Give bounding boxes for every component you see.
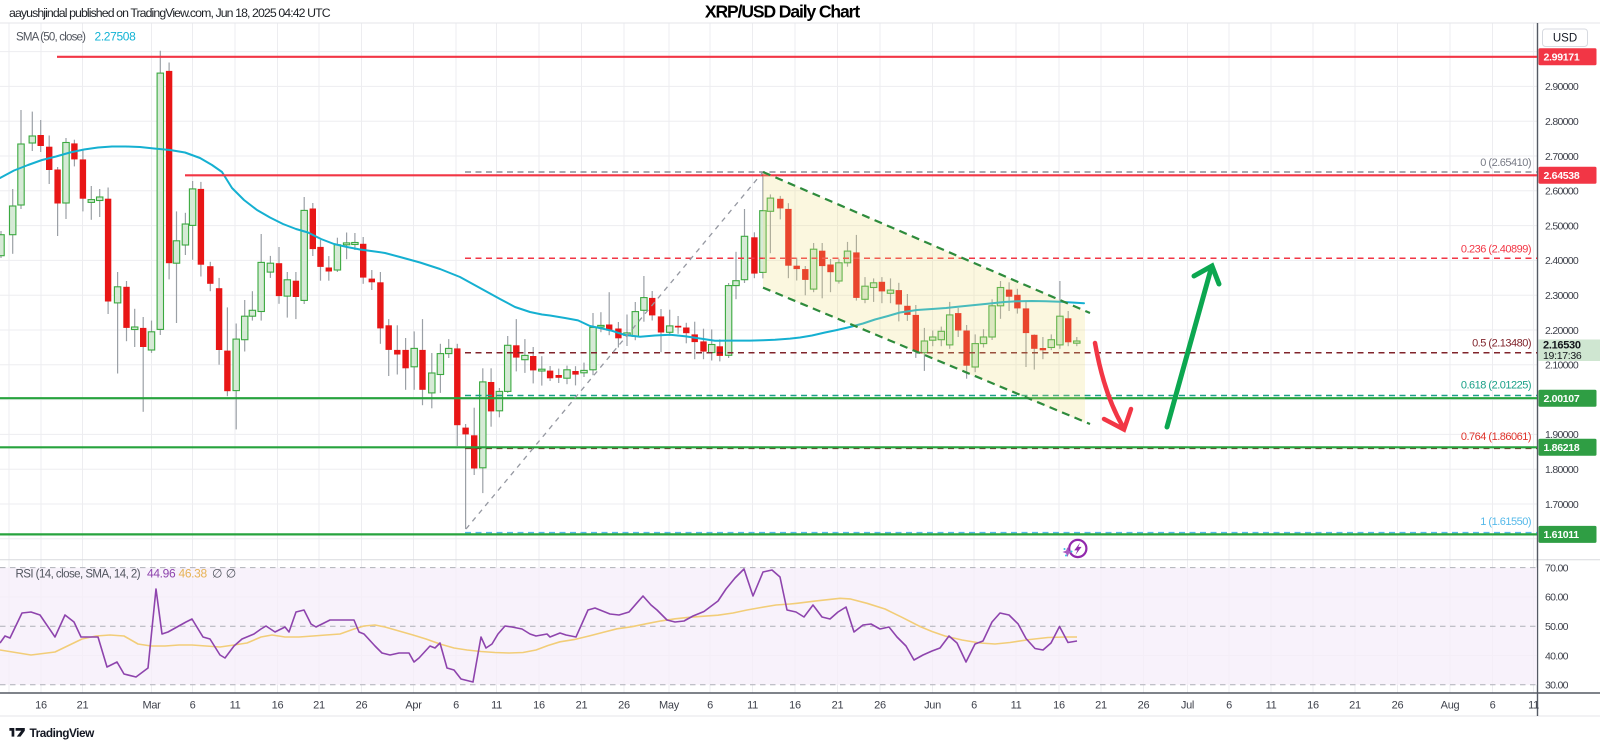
svg-text:1.86218: 1.86218 — [1544, 442, 1580, 454]
svg-text:26: 26 — [618, 700, 630, 712]
svg-text:19:17:36: 19:17:36 — [1543, 350, 1582, 362]
svg-text:TradingView: TradingView — [30, 726, 96, 740]
svg-text:26: 26 — [1392, 700, 1404, 712]
svg-text:0.236 (2.40899): 0.236 (2.40899) — [1461, 244, 1531, 256]
svg-text:0 (2.65410): 0 (2.65410) — [1480, 157, 1531, 169]
svg-text:6: 6 — [971, 700, 977, 712]
svg-text:1 (1.61550): 1 (1.61550) — [1480, 516, 1531, 528]
svg-text:2.60000: 2.60000 — [1545, 186, 1579, 198]
svg-text:SMA (50, close): SMA (50, close) — [16, 32, 86, 44]
svg-text:16: 16 — [1053, 700, 1065, 712]
svg-text:11: 11 — [491, 700, 502, 712]
svg-text:21: 21 — [77, 700, 89, 712]
svg-text:21: 21 — [576, 700, 588, 712]
svg-text:0.764 (1.86061): 0.764 (1.86061) — [1461, 431, 1531, 443]
svg-text:2.20000: 2.20000 — [1545, 325, 1579, 337]
svg-text:50.00: 50.00 — [1545, 621, 1569, 633]
svg-text:2.40000: 2.40000 — [1545, 255, 1579, 267]
svg-text:2.80000: 2.80000 — [1545, 116, 1579, 128]
svg-text:46.38: 46.38 — [179, 567, 208, 581]
svg-text:1.61011: 1.61011 — [1544, 529, 1580, 541]
svg-text:0.5 (2.13480): 0.5 (2.13480) — [1472, 337, 1531, 349]
svg-text:1.80000: 1.80000 — [1545, 464, 1579, 476]
svg-text:11: 11 — [747, 700, 758, 712]
svg-text:26: 26 — [356, 700, 368, 712]
svg-text:Jul: Jul — [1181, 700, 1194, 712]
svg-text:2.70000: 2.70000 — [1545, 151, 1579, 163]
svg-text:USD: USD — [1553, 33, 1577, 45]
svg-text:2.64538: 2.64538 — [1544, 170, 1580, 182]
svg-text:2.50000: 2.50000 — [1545, 220, 1579, 232]
svg-text:aayushjindal published on Trad: aayushjindal published on TradingView.co… — [9, 6, 331, 20]
svg-text:Jun: Jun — [924, 700, 941, 712]
svg-text:6: 6 — [1226, 700, 1232, 712]
svg-text:21: 21 — [313, 700, 325, 712]
svg-text:30.00: 30.00 — [1545, 680, 1569, 692]
svg-text:0.618 (2.01225): 0.618 (2.01225) — [1461, 380, 1531, 392]
svg-text:11: 11 — [1266, 700, 1277, 712]
svg-text:2.30000: 2.30000 — [1545, 290, 1579, 302]
svg-text:Mar: Mar — [142, 700, 161, 712]
svg-text:6: 6 — [453, 700, 459, 712]
svg-text:21: 21 — [1349, 700, 1361, 712]
svg-text:May: May — [659, 700, 680, 712]
svg-text:11: 11 — [1011, 700, 1022, 712]
svg-text:60.00: 60.00 — [1545, 592, 1569, 604]
svg-text:Apr: Apr — [405, 700, 422, 712]
svg-text:2.99171: 2.99171 — [1544, 52, 1580, 64]
svg-text:21: 21 — [1095, 700, 1107, 712]
svg-text:44.96: 44.96 — [147, 567, 176, 581]
svg-text:21: 21 — [832, 700, 844, 712]
svg-text:2.10000: 2.10000 — [1545, 360, 1579, 372]
svg-text:26: 26 — [1138, 700, 1150, 712]
svg-text:XRP/USD Daily Chart: XRP/USD Daily Chart — [705, 2, 860, 22]
svg-text:70.00: 70.00 — [1545, 562, 1569, 574]
svg-text:16: 16 — [272, 700, 284, 712]
svg-text:6: 6 — [190, 700, 196, 712]
svg-text:40.00: 40.00 — [1545, 650, 1569, 662]
svg-text:16: 16 — [789, 700, 801, 712]
svg-text:11: 11 — [1528, 700, 1539, 712]
svg-text:Aug: Aug — [1441, 700, 1460, 712]
svg-text:6: 6 — [1490, 700, 1496, 712]
svg-text:2.00107: 2.00107 — [1544, 393, 1580, 405]
svg-text:6: 6 — [707, 700, 713, 712]
svg-text:RSI (14, close, SMA, 14, 2): RSI (14, close, SMA, 14, 2) — [16, 569, 141, 581]
svg-text:16: 16 — [1307, 700, 1319, 712]
svg-text:16: 16 — [533, 700, 545, 712]
svg-text:2.16530: 2.16530 — [1543, 340, 1581, 352]
svg-text:11: 11 — [230, 700, 241, 712]
svg-text:∅ ∅: ∅ ∅ — [212, 567, 236, 581]
svg-text:1.70000: 1.70000 — [1545, 499, 1579, 511]
svg-text:26: 26 — [874, 700, 886, 712]
svg-text:16: 16 — [35, 700, 47, 712]
svg-text:1.90000: 1.90000 — [1545, 429, 1579, 441]
svg-text:2.90000: 2.90000 — [1545, 81, 1579, 93]
svg-text:2.27508: 2.27508 — [95, 30, 137, 44]
